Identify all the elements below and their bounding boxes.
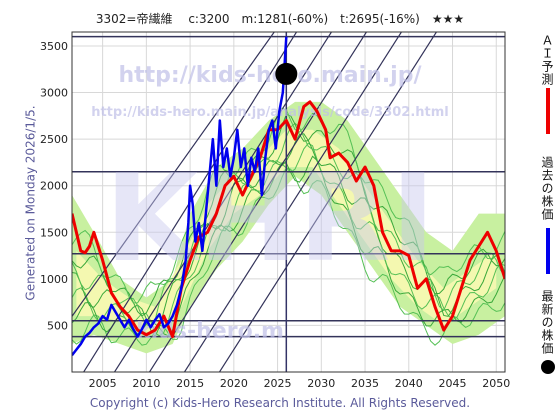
trend-diagonal (218, 32, 438, 372)
current-price: c:3200 (188, 12, 230, 26)
x-tick-label: 2040 (395, 377, 423, 390)
latest-price-dot (275, 62, 298, 85)
horizontal-levels (72, 35, 505, 338)
x-tick-label: 2045 (439, 377, 467, 390)
stock-code-name: 3302=帝繊維 (95, 12, 173, 26)
x-tick-label: 2050 (482, 377, 510, 390)
y-tick-label: 1500 (40, 226, 68, 239)
rating-stars: ★★★ (431, 12, 465, 26)
trend-diagonal (82, 32, 298, 372)
x-tick-label: 2025 (264, 377, 292, 390)
trend-diagonal (183, 32, 403, 372)
forecast-green-line (72, 107, 505, 304)
legend-ai-label: ＡＩ予測 (540, 34, 554, 86)
x-tick-label: 2020 (220, 377, 248, 390)
y-axis-ticks: 500 1000 1500 2000 2500 3000 3500 (40, 40, 68, 332)
legend-past-label: 過去の株価 (540, 156, 554, 221)
legend-latest-dot (541, 360, 555, 374)
ai-forecast-line (72, 100, 505, 339)
copyright-footer: Copyright (c) Kids-Hero Research Institu… (89, 396, 471, 410)
y-tick-label: 1000 (40, 273, 68, 286)
x-tick-label: 2030 (307, 377, 335, 390)
y-tick-label: 3500 (40, 40, 68, 53)
past-price-line (72, 36, 288, 357)
plot-frame (71, 31, 506, 373)
target-label: t:2695(-16%) (340, 12, 420, 26)
legend-past-mark (546, 228, 550, 274)
y-tick-label: 3000 (40, 87, 68, 100)
y-tick-label: 500 (47, 319, 68, 332)
x-axis-ticks: 2005 2010 2015 2020 2025 2030 2035 2040 2045 2050 (89, 377, 511, 390)
y-tick-label: 2000 (40, 180, 68, 193)
watermark-brand: KHRI (105, 150, 435, 289)
x-tick-label: 2035 (351, 377, 379, 390)
legend-latest-label: 最新の株価 (540, 290, 554, 355)
trend-diagonal (72, 32, 275, 318)
watermark-url-mid: http://kids-hero.main.jp/analysis/code/3… (91, 105, 449, 120)
watermark-url-top: http://kids-hero.main.jp/ (118, 63, 422, 88)
y-tick-label: 2500 (40, 133, 68, 146)
legend-ai-mark (546, 88, 550, 134)
x-tick-label: 2005 (89, 377, 117, 390)
x-tick-label: 2010 (132, 377, 160, 390)
max-label: m:1281(-60%) (241, 12, 329, 26)
chart-header: 3302=帝繊維 c:3200 m:1281(-60%) t:2695(-16%… (0, 10, 560, 27)
x-tick-label: 2015 (176, 377, 204, 390)
trend-diagonal (148, 32, 368, 372)
